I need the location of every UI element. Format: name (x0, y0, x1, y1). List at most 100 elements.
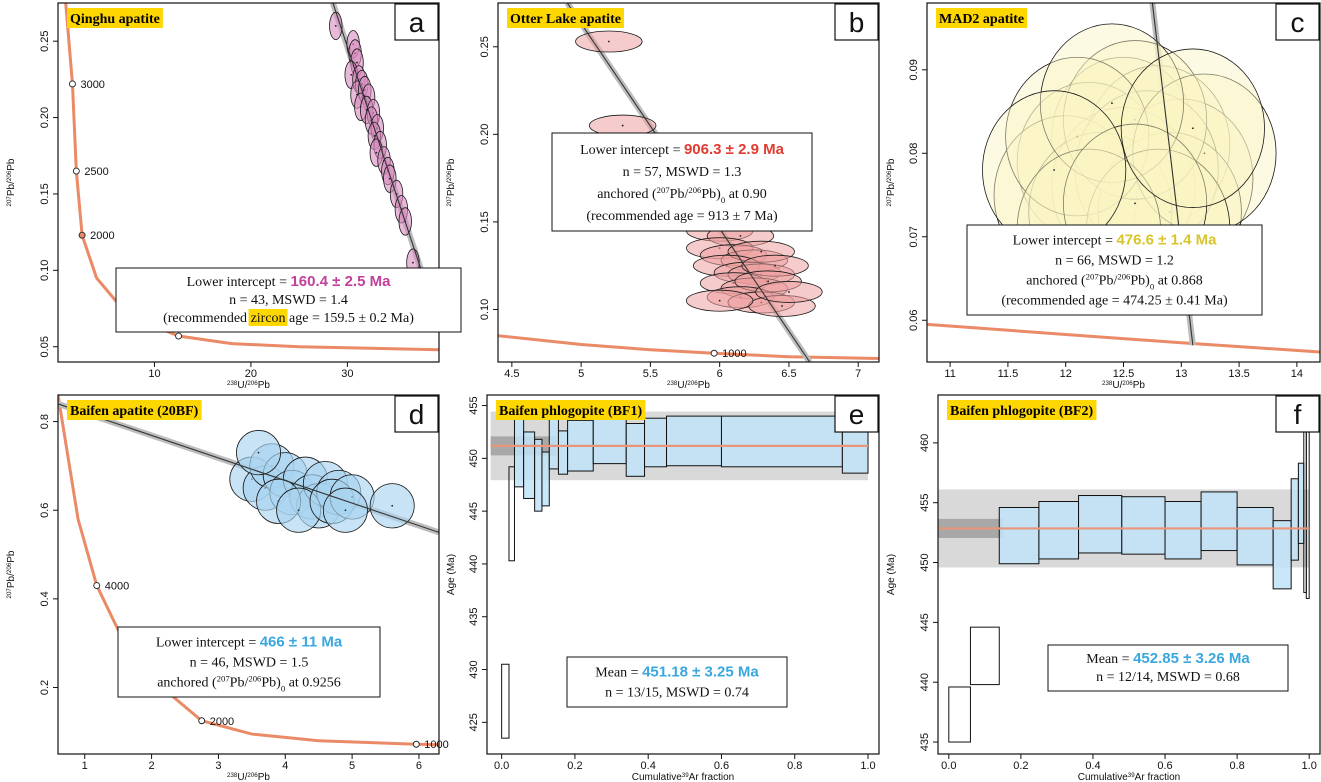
panel-title-bg (936, 8, 1028, 28)
x-tick-label: 11.5 (998, 368, 1019, 380)
age-marker (93, 582, 101, 590)
panel-letter-box (834, 395, 879, 433)
y-tick-label: 455 (468, 396, 480, 414)
panel-letter: a (409, 7, 425, 38)
y-tick-label: 0.10 (479, 299, 491, 320)
step-box (1290, 478, 1299, 561)
panel-e: 0.0 0.2 0.4 0.6 0.8 1.0 425 430 435 440 445 450 455 C… (440, 392, 880, 782)
x-tick-label: 0.6 (1157, 760, 1172, 772)
x-tick-label: 0.2 (567, 760, 582, 772)
y-tick-label: 450 (919, 553, 931, 571)
panel-a: 3000 2500 2000 10 20 30 0.05 0.10 0.15 0.20 0.25 23… (0, 0, 462, 392)
x-axis-label: 238U/206Pb (227, 772, 270, 782)
y-tick-label: 0.10 (39, 260, 51, 281)
x-tick-label: 0.2 (1013, 760, 1028, 772)
x-tick-label: 4.5 (504, 368, 519, 380)
step-box (513, 417, 525, 488)
x-tick-label: 0.0 (941, 760, 956, 772)
panel-d: 4000 2000 1000 1 2 3 4 5 6 0.2 0.4 0.6 0.8 238U/206Pb… (0, 392, 449, 782)
data-point (388, 177, 391, 180)
chart-e: 0.0 0.2 0.4 0.6 0.8 1.0 425 430 435 440 445 450 455 C… (446, 394, 880, 782)
x-axis-label: 238U/206Pb (227, 380, 270, 392)
x-tick-label: 7 (855, 368, 861, 380)
step-box (948, 686, 971, 743)
plot-frame (486, 394, 880, 755)
plot-area (58, 395, 439, 748)
y-axis-label: 207Pb/206Pb (6, 550, 18, 598)
panel-letter: f (1294, 399, 1302, 430)
zircon-tag: zircon (251, 311, 286, 326)
y-tick-label: 450 (468, 449, 480, 467)
step-box (1272, 520, 1292, 590)
plot-frame (497, 2, 880, 363)
x-tick-label: 0.0 (494, 760, 509, 772)
x-tick-label: 6 (717, 368, 723, 380)
data-point (767, 280, 770, 283)
step-box (625, 423, 646, 477)
panel-letter: d (409, 399, 425, 430)
step-box (1121, 496, 1166, 555)
result-line: anchored (207Pb/206Pb)0 at 0.868 (1026, 271, 1203, 291)
data-point (1076, 135, 1079, 138)
result-line: Mean = 451.18 ± 3.25 Ma (595, 663, 759, 680)
x-tick-label: 2 (149, 760, 155, 772)
y-tick-label: 0.06 (908, 310, 920, 331)
data-point (739, 235, 742, 237)
y-tick-label: 0.15 (39, 183, 51, 204)
data-point (1145, 169, 1148, 171)
y-tick-label: 440 (919, 673, 931, 691)
x-axis-label: 238U/206Pb (1102, 380, 1145, 392)
y-axis-label: 207Pb/206Pb (446, 158, 458, 206)
chart-a: 3000 2500 2000 10 20 30 0.05 0.10 0.15 0.20 0.25 23… (6, 2, 462, 392)
panel-b: 1000 4.5 5 5.5 6 6.5 7 0.10 0.15 0.20 0.25 238U/206… (440, 0, 880, 391)
y-axis-label: 207Pb/206Pb (886, 158, 898, 206)
panel-letter-box (1275, 395, 1320, 433)
result-box (551, 132, 813, 232)
data-point (257, 451, 260, 454)
y-tick-label: 0.25 (479, 36, 491, 57)
y-tick-label: 0.15 (479, 211, 491, 232)
result-box (1047, 644, 1289, 692)
x-tick-label: 6 (416, 760, 422, 772)
chart-d: 4000 2000 1000 1 2 3 4 5 6 0.2 0.4 0.6 0.8 238U/206Pb… (6, 394, 449, 782)
x-tick-label: 1.0 (1302, 760, 1317, 772)
result-line: n = 12/14, MSWD = 0.68 (1096, 670, 1240, 685)
panel-title-bg (67, 400, 202, 420)
panel-title-bg (507, 8, 624, 28)
data-point (1168, 210, 1171, 213)
y-tick-label: 425 (468, 713, 480, 731)
x-tick-label: 5 (578, 368, 584, 380)
step-box (557, 430, 569, 475)
y-tick-label: 445 (919, 613, 931, 631)
x-tick-label: 6.5 (781, 368, 796, 380)
step-box (969, 626, 1000, 686)
y-tick-label: 440 (468, 555, 480, 573)
step-box (534, 438, 543, 512)
zircon-highlight (248, 308, 288, 326)
step-box (1164, 501, 1202, 560)
data-point (1111, 102, 1113, 105)
y-tick-label: 455 (919, 494, 931, 512)
x-tick-label: 3 (215, 760, 221, 772)
result-box (966, 224, 1263, 316)
result-line: Lower intercept = 476.6 ± 1.4 Ma (1013, 231, 1218, 248)
plot-area (938, 406, 1310, 743)
age-marker (710, 349, 718, 357)
data-point (1053, 169, 1056, 171)
x-tick-label: 5 (349, 760, 355, 772)
age-marker-label: 3000 (80, 79, 104, 91)
data-point (774, 264, 776, 267)
y-tick-label: 0.20 (39, 107, 51, 128)
result-box (115, 267, 462, 333)
x-tick-label: 0.8 (1229, 760, 1244, 772)
y-tick-label: 435 (919, 733, 931, 751)
result-line: n = 43, MSWD = 1.4 (229, 293, 348, 308)
x-tick-label: 13.5 (1228, 368, 1249, 380)
x-tick-label: 0.6 (714, 760, 729, 772)
age-marker-label: 4000 (105, 581, 129, 593)
result-line: Lower intercept = 906.3 ± 2.9 Ma (580, 141, 785, 158)
age-marker-label: 2000 (90, 230, 114, 242)
result-line: n = 66, MSWD = 1.2 (1055, 253, 1174, 268)
data-point (621, 124, 624, 127)
y-axis-label: Age (Ma) (446, 554, 457, 595)
